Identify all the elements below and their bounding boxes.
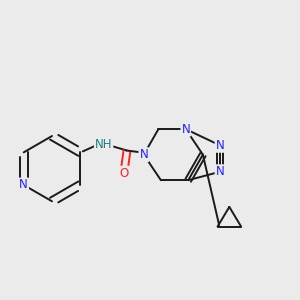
Text: NH: NH	[95, 138, 112, 151]
Text: N: N	[216, 139, 224, 152]
Text: N: N	[216, 165, 224, 178]
Text: N: N	[182, 123, 190, 136]
Text: N: N	[20, 178, 28, 191]
Text: N: N	[140, 148, 148, 161]
Text: O: O	[119, 167, 128, 180]
